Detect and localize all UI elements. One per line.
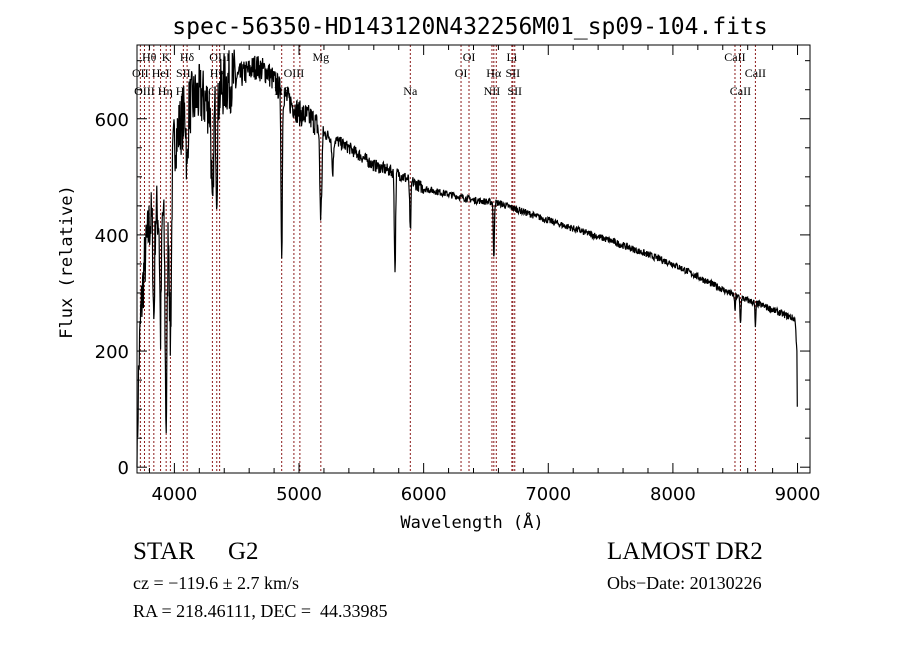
y-axis-label: Flux (relative): [57, 185, 77, 339]
y-tick-label: 200: [95, 342, 129, 363]
line-marker-label: Hα: [486, 66, 502, 80]
line-marker-label: OIII: [209, 50, 230, 64]
line-marker-label: OII: [132, 66, 149, 80]
x-tick-label: 5000: [276, 484, 322, 505]
line-marker-label: SII: [506, 66, 521, 80]
line-marker-label: Na: [403, 84, 418, 98]
line-marker-label: Hδ: [180, 50, 195, 64]
y-tick-label: 600: [95, 110, 129, 131]
plot-frame: [136, 44, 811, 474]
x-tick-label: 8000: [650, 484, 696, 505]
obs-date-text: Obs−Date: 20130226: [607, 573, 762, 593]
y-tick-label: 400: [95, 226, 129, 247]
x-axis-label: Wavelength (Å): [400, 511, 543, 533]
line-marker-label: NII: [484, 84, 501, 98]
coordinates-text: RA = 218.46111, DEC = 44.33985: [133, 601, 388, 621]
spectrum-line: [136, 49, 798, 468]
x-tick-label: 7000: [525, 484, 571, 505]
line-marker-label: SII: [507, 84, 522, 98]
x-tick-label: 9000: [775, 484, 821, 505]
survey-label: LAMOST DR2: [607, 538, 763, 565]
line-marker-label: HeI: [152, 66, 170, 80]
object-class: STAR: [133, 538, 195, 565]
line-marker-label: Hη: [158, 84, 173, 98]
line-marker-label: CaII: [730, 84, 751, 98]
object-subclass: G2: [228, 538, 259, 565]
line-marker-label: OIII: [134, 84, 155, 98]
line-marker-label: Li: [507, 50, 518, 64]
redshift-text: cz = −119.6 ± 2.7 km/s: [133, 573, 299, 593]
axis-ticks: 4000 5000 6000 7000 8000 9000 0 200 400 600: [95, 45, 821, 505]
line-marker-label: CaII: [745, 66, 766, 80]
y-tick-label: 0: [118, 458, 129, 479]
line-marker-label: OI: [463, 50, 476, 64]
line-marker-label: Hθ: [142, 50, 157, 64]
line-marker-label: K: [162, 50, 171, 64]
chart-title: spec-56350-HD143120N432256M01_sp09-104.f…: [172, 14, 767, 40]
x-tick-label: 4000: [151, 484, 197, 505]
line-marker-label: OIII: [284, 66, 305, 80]
line-marker-label: H: [176, 84, 185, 98]
line-marker-label: G: [208, 84, 217, 98]
x-tick-label: 6000: [401, 484, 447, 505]
line-marker-label: CaII: [724, 50, 745, 64]
line-marker-label: SII: [176, 66, 191, 80]
line-marker-label: OI: [455, 66, 468, 80]
line-marker-label: Mg: [313, 50, 330, 64]
